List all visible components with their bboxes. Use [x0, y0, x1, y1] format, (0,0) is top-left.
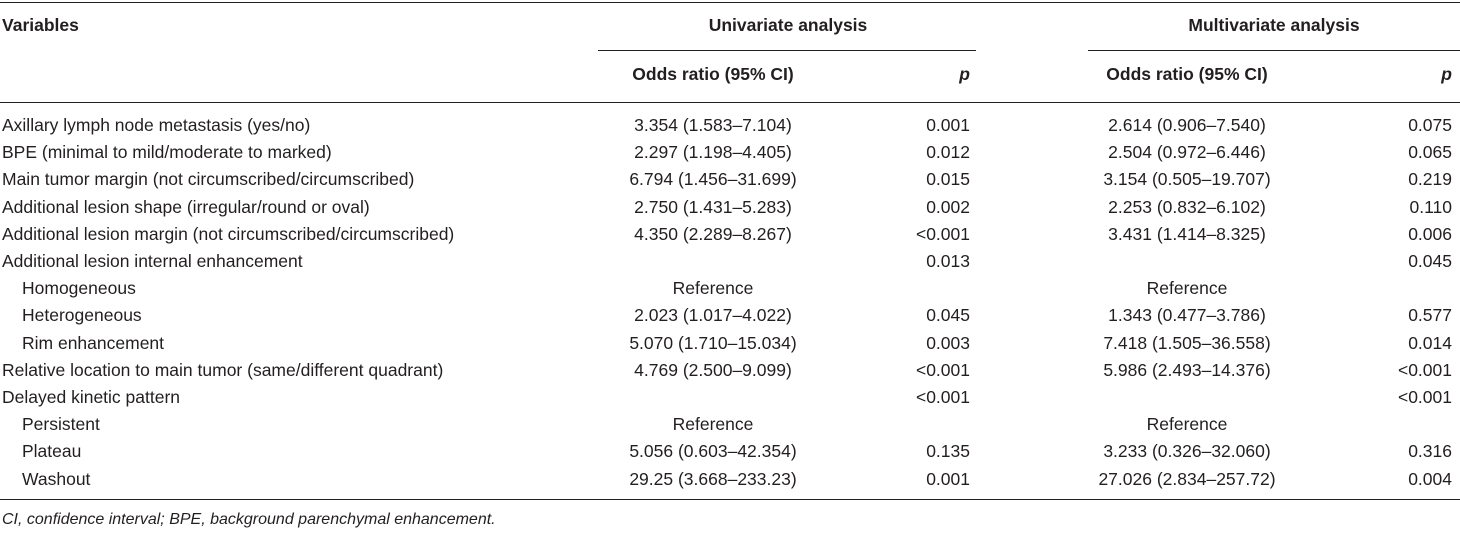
multivariate-p-cell: 0.004 — [1408, 468, 1452, 489]
header-univariate-p: p — [959, 64, 970, 84]
multivariate-p-cell: 0.065 — [1408, 142, 1452, 163]
table-row: Persistent Reference Reference — [0, 411, 1460, 438]
univariate-or-cell: 2.023 (1.017–4.022) — [634, 305, 792, 326]
univariate-p-cell: 0.002 — [926, 196, 970, 217]
univariate-or-cell: Reference — [672, 414, 754, 435]
table-row: Homogeneous Reference Reference — [0, 275, 1460, 302]
multivariate-p-cell: 0.014 — [1408, 332, 1452, 353]
multivariate-or-cell: 1.343 (0.477–3.786) — [1108, 305, 1266, 326]
univariate-or-cell: 5.056 (0.603–42.354) — [629, 441, 797, 462]
bottom-rule — [0, 499, 1460, 500]
footnote: CI, confidence interval; BPE, background… — [2, 511, 496, 528]
multivariate-p-cell: <0.001 — [1397, 359, 1452, 380]
variable-cell: Washout — [22, 468, 91, 489]
header-univariate: Univariate analysis — [708, 15, 868, 35]
table-row: Plateau 5.056 (0.603–42.354) 0.135 3.233 (0… — [0, 438, 1460, 465]
variable-cell: BPE (minimal to mild/moderate to marked) — [2, 142, 332, 163]
multivariate-or-cell: Reference — [1146, 278, 1228, 299]
univariate-or-cell: 29.25 (3.668–233.23) — [629, 468, 797, 489]
univariate-p-cell: 0.045 — [926, 305, 970, 326]
header-univariate-or: Odds ratio (95% CI) — [632, 64, 794, 84]
table-row: Delayed kinetic pattern <0.001 <0.001 — [0, 384, 1460, 411]
variable-cell: Axillary lymph node metastasis (yes/no) — [2, 115, 311, 135]
table-row: BPE (minimal to mild/moderate to marked)… — [0, 139, 1460, 166]
multivariate-or-cell: 7.418 (1.505–36.558) — [1103, 332, 1271, 353]
variable-cell: Plateau — [22, 441, 82, 462]
univariate-or-cell: 6.794 (1.456–31.699) — [629, 169, 797, 190]
univariate-p-cell: <0.001 — [915, 359, 970, 380]
univariate-p-cell: 0.001 — [926, 115, 970, 135]
univariate-or-cell: 5.070 (1.710–15.034) — [629, 332, 797, 353]
table-row: Additional lesion internal enhancement 0.… — [0, 248, 1460, 275]
multivariate-or-cell: 2.253 (0.832–6.102) — [1108, 196, 1266, 217]
univariate-p-cell: <0.001 — [915, 387, 970, 407]
header-multivariate-or: Odds ratio (95% CI) — [1106, 64, 1268, 84]
multivariate-or-cell: 3.431 (1.414–8.325) — [1108, 223, 1266, 244]
multivariate-rule — [1088, 50, 1460, 51]
multivariate-p-cell: 0.110 — [1409, 196, 1453, 217]
multivariate-or-cell: Reference — [1146, 414, 1228, 435]
header-multivariate-p: p — [1441, 64, 1452, 84]
header-multivariate: Multivariate analysis — [1188, 15, 1360, 35]
variable-cell: Heterogeneous — [22, 305, 142, 326]
table-row: Rim enhancement 5.070 (1.710–15.034) 0.003… — [0, 330, 1460, 357]
variable-cell: Main tumor margin (not circumscribed/cir… — [2, 169, 415, 190]
variable-cell: Relative location to main tumor (same/di… — [2, 359, 444, 380]
multivariate-p-cell: 0.045 — [1408, 251, 1452, 271]
multivariate-or-cell: 3.233 (0.326–32.060) — [1103, 441, 1271, 462]
multivariate-or-cell: 27.026 (2.834–257.72) — [1098, 468, 1276, 489]
table-row: Additional lesion shape (irregular/round… — [0, 194, 1460, 221]
univariate-p-cell: 0.135 — [926, 441, 970, 462]
variable-cell: Rim enhancement — [22, 332, 165, 353]
header-variables: Variables — [2, 15, 79, 35]
variable-cell: Delayed kinetic pattern — [2, 387, 181, 407]
multivariate-p-cell: 0.075 — [1408, 115, 1452, 135]
multivariate-or-cell: 3.154 (0.505–19.707) — [1103, 169, 1271, 190]
multivariate-p-cell: <0.001 — [1397, 387, 1452, 407]
multivariate-or-cell: 2.504 (0.972–6.446) — [1108, 142, 1266, 163]
variable-cell: Additional lesion margin (not circumscri… — [2, 223, 455, 244]
univariate-or-cell: 2.750 (1.431–5.283) — [634, 196, 792, 217]
univariate-or-cell: 3.354 (1.583–7.104) — [634, 115, 792, 135]
univariate-or-cell: 4.350 (2.289–8.267) — [634, 223, 792, 244]
univariate-p-cell: 0.012 — [926, 142, 970, 163]
multivariate-p-cell: 0.316 — [1408, 441, 1452, 462]
multivariate-p-cell: 0.577 — [1408, 305, 1452, 326]
table-row: Relative location to main tumor (same/di… — [0, 357, 1460, 384]
multivariate-p-cell: 0.006 — [1408, 223, 1452, 244]
variable-cell: Homogeneous — [22, 278, 136, 299]
univariate-p-cell: <0.001 — [915, 223, 970, 244]
multivariate-or-cell: 5.986 (2.493–14.376) — [1103, 359, 1271, 380]
univariate-p-cell: 0.013 — [926, 251, 970, 271]
table-row: Main tumor margin (not circumscribed/cir… — [0, 166, 1460, 193]
table-row: Axillary lymph node metastasis (yes/no) 3… — [0, 112, 1460, 139]
univariate-rule — [598, 50, 976, 51]
multivariate-or-cell: 2.614 (0.906–7.540) — [1108, 115, 1266, 135]
variable-cell: Persistent — [22, 414, 100, 435]
univariate-or-cell: 2.297 (1.198–4.405) — [634, 142, 792, 163]
multivariate-p-cell: 0.219 — [1408, 169, 1452, 190]
univariate-p-cell: 0.015 — [926, 169, 970, 190]
table-row: Washout 29.25 (3.668–233.23) 0.001 27.026 (… — [0, 466, 1460, 493]
top-rule — [0, 2, 1460, 3]
variable-cell: Additional lesion shape (irregular/round… — [2, 196, 370, 217]
univariate-or-cell: Reference — [672, 278, 754, 299]
table-row: Additional lesion margin (not circumscri… — [0, 221, 1460, 248]
univariate-p-cell: 0.001 — [926, 468, 970, 489]
table-row: Heterogeneous 2.023 (1.017–4.022) 0.045 1.3… — [0, 302, 1460, 329]
univariate-p-cell: 0.003 — [926, 332, 970, 353]
univariate-or-cell: 4.769 (2.500–9.099) — [634, 359, 792, 380]
variable-cell: Additional lesion internal enhancement — [2, 251, 303, 271]
header-rule — [0, 102, 1460, 103]
